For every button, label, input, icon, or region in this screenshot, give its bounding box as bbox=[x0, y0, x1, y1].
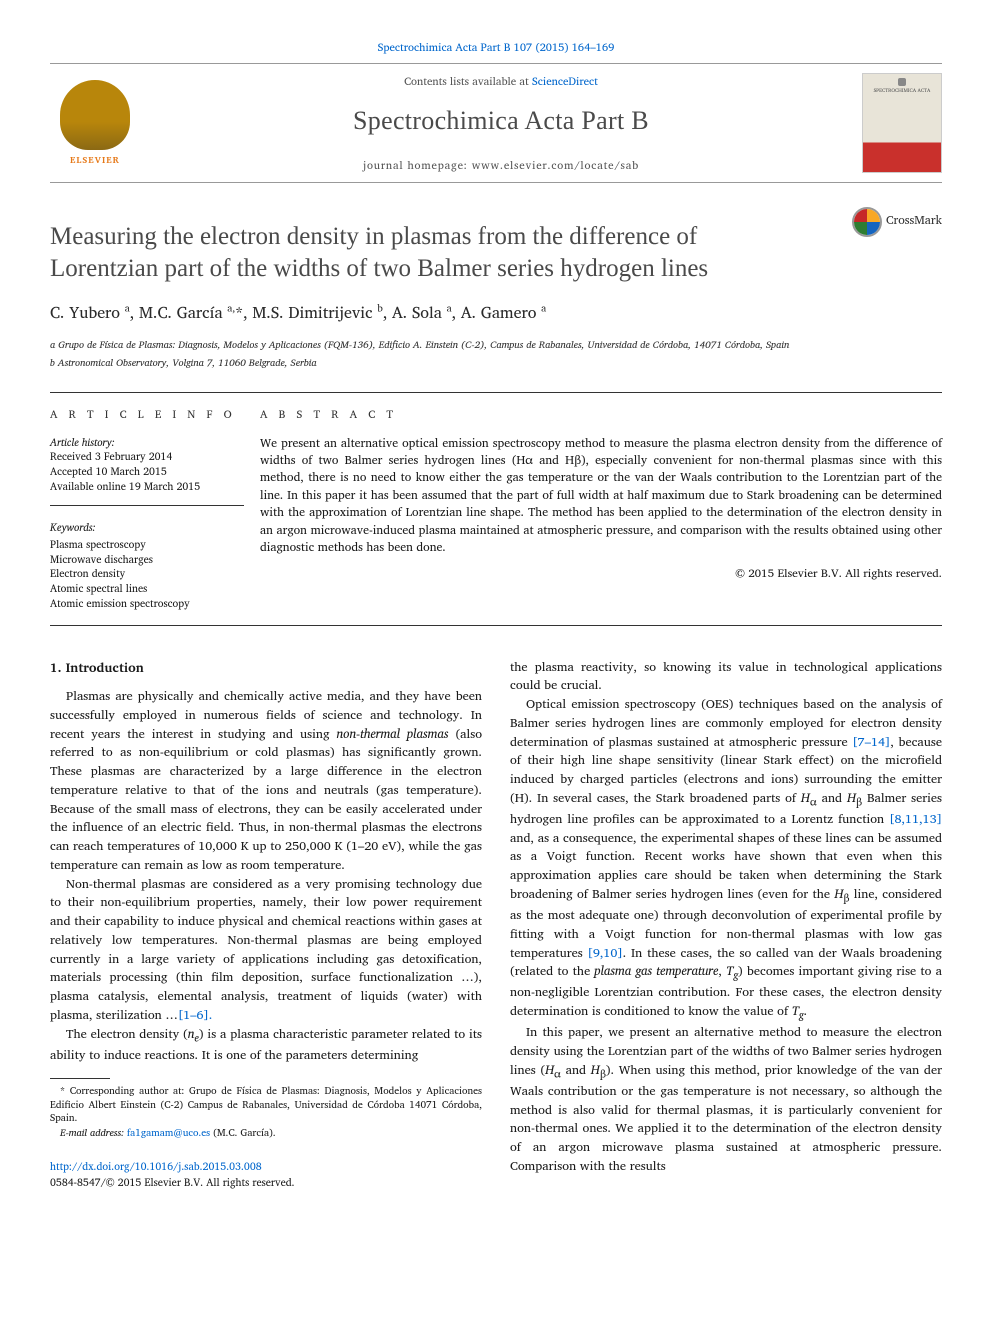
abstract-heading: A B S T R A C T bbox=[260, 407, 942, 422]
affiliation-b: b Astronomical Observatory, Volgina 7, 1… bbox=[50, 356, 942, 370]
ref-link-9-10[interactable]: [9,10] bbox=[588, 943, 623, 963]
contents-prefix: Contents lists available at bbox=[404, 72, 532, 90]
doi-footer: http://dx.doi.org/10.1016/j.sab.2015.03.… bbox=[50, 1159, 482, 1191]
p2-text: Non-thermal plasmas are considered as a … bbox=[50, 874, 482, 1025]
article-info-heading: A R T I C L E I N F O bbox=[50, 407, 244, 422]
article-title: Measuring the electron density in plasma… bbox=[50, 221, 810, 284]
email-link[interactable]: fa1gamam@uco.es bbox=[127, 1125, 210, 1141]
email-suffix: (M.C. García). bbox=[210, 1125, 276, 1141]
affiliation-a: a Grupo de Física de Plasmas: Diagnosis,… bbox=[50, 338, 942, 352]
intro-heading: 1. Introduction bbox=[50, 658, 482, 678]
col2-para-3: In this paper, we present an alternative… bbox=[510, 1023, 942, 1175]
column-left: 1. Introduction Plasmas are physically a… bbox=[50, 658, 482, 1191]
article-info-sidebar: A R T I C L E I N F O Article history: R… bbox=[50, 393, 260, 624]
ref-link-1-6[interactable]: [1–6]. bbox=[178, 1005, 212, 1025]
masthead: ELSEVIER Contents lists available at Sci… bbox=[50, 63, 942, 183]
crossmark-badge[interactable]: CrossMark bbox=[852, 207, 942, 237]
sciencedirect-link[interactable]: ScienceDirect bbox=[532, 72, 598, 90]
journal-name: Spectrochimica Acta Part B bbox=[140, 103, 862, 139]
email-footnote: E-mail address: fa1gamam@uco.es (M.C. Ga… bbox=[50, 1126, 482, 1141]
keyword-item: Atomic emission spectroscopy bbox=[50, 596, 244, 611]
article-meta-section: A R T I C L E I N F O Article history: R… bbox=[50, 392, 942, 625]
publisher-name: ELSEVIER bbox=[70, 154, 120, 167]
article-body: 1. Introduction Plasmas are physically a… bbox=[50, 658, 942, 1191]
intro-para-1: Plasmas are physically and chemically ac… bbox=[50, 687, 482, 875]
journal-cover-thumb: SPECTROCHIMICA ACTA bbox=[862, 73, 942, 173]
col2-para-1: the plasma reactivity, so knowing its va… bbox=[510, 658, 942, 696]
email-label: E-mail address: bbox=[60, 1125, 127, 1141]
masthead-center: Contents lists available at ScienceDirec… bbox=[140, 74, 862, 173]
elsevier-logo: ELSEVIER bbox=[50, 73, 140, 173]
col2-para-2: Optical emission spectroscopy (OES) tech… bbox=[510, 695, 942, 1023]
column-right: the plasma reactivity, so knowing its va… bbox=[510, 658, 942, 1191]
homepage-url[interactable]: www.elsevier.com/locate/sab bbox=[472, 156, 639, 174]
abstract-block: A B S T R A C T We present an alternativ… bbox=[260, 393, 942, 624]
crossmark-label: CrossMark bbox=[886, 213, 942, 230]
issn-line: 0584-8547/© 2015 Elsevier B.V. All right… bbox=[50, 1173, 295, 1191]
intro-para-3: The electron density (ne) is a plasma ch… bbox=[50, 1025, 482, 1065]
abstract-text: We present an alternative optical emissi… bbox=[260, 435, 942, 557]
ref-link-8-11-13[interactable]: [8,11,13] bbox=[889, 809, 942, 829]
crossmark-icon bbox=[852, 207, 882, 237]
author-list: C. Yubero a, M.C. García a,*, M.S. Dimit… bbox=[50, 302, 942, 324]
abstract-copyright: © 2015 Elsevier B.V. All rights reserved… bbox=[260, 566, 942, 582]
homepage-prefix: journal homepage: bbox=[363, 156, 472, 174]
ref-link-7-14[interactable]: [7–14] bbox=[852, 732, 890, 752]
article-history: Article history: Received 3 February 201… bbox=[50, 435, 244, 507]
footnote-separator bbox=[50, 1078, 110, 1079]
journal-citation: Spectrochimica Acta Part B 107 (2015) 16… bbox=[50, 40, 942, 55]
citation-link[interactable]: Spectrochimica Acta Part B 107 (2015) 16… bbox=[378, 38, 615, 56]
homepage-line: journal homepage: www.elsevier.com/locat… bbox=[140, 158, 862, 173]
journal-cover-text: SPECTROCHIMICA ACTA bbox=[863, 88, 941, 95]
intro-para-2: Non-thermal plasmas are considered as a … bbox=[50, 875, 482, 1025]
contents-line: Contents lists available at ScienceDirec… bbox=[140, 74, 862, 89]
keywords-label: Keywords: bbox=[50, 520, 244, 535]
corresponding-author-note: * Corresponding author at: Grupo de Físi… bbox=[50, 1085, 482, 1126]
history-online: Available online 19 March 2015 bbox=[50, 479, 244, 494]
elsevier-tree-icon bbox=[60, 80, 130, 150]
